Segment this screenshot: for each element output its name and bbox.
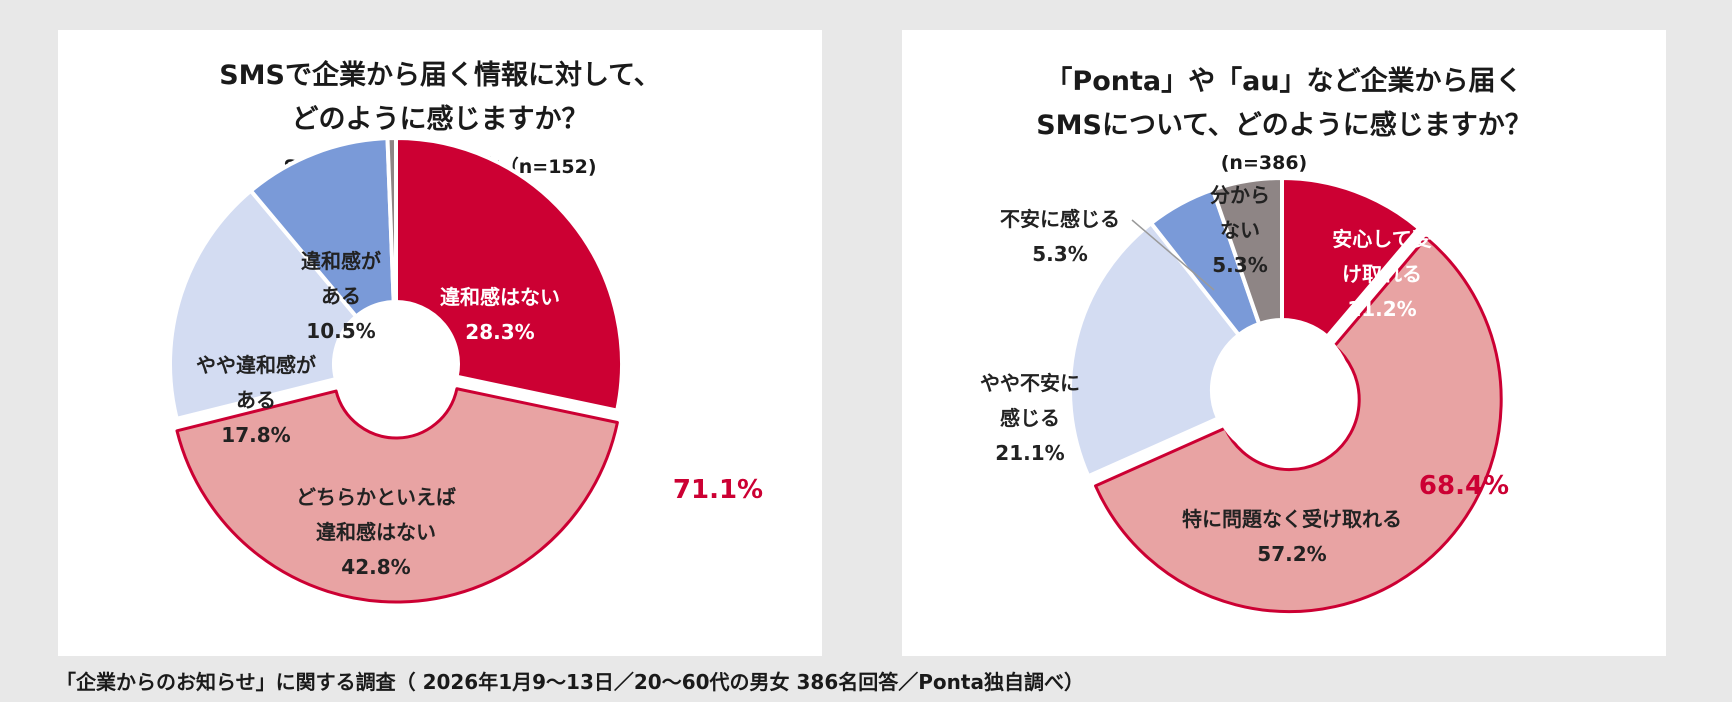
chart-title-left-line-2: どのように感じますか？ xyxy=(291,104,589,135)
donut-chart-left: 違和感はない 28.3% どちらかといえば違和感はない 42.8% やや違和感がある 17… xyxy=(168,136,763,604)
chart-title-left-line-1: SMSで企業から届く情報に対して、 xyxy=(219,60,661,91)
chart-panel-left: SMSで企業から届く情報に対して、 どのように感じますか？ SMSを受け取ってい… xyxy=(58,30,822,656)
donut-left-slice-1-label: 違和感はない 28.3% xyxy=(440,285,560,344)
donut-right-slice-5-label: 分からない 5.3% xyxy=(1210,183,1270,277)
donut-right-slice-1-label: 安心して受け取れる 11.2% xyxy=(1332,227,1431,321)
donut-left-slice-3-label: やや違和感がある 17.8% xyxy=(196,353,316,447)
donut-right-leader-line xyxy=(1131,219,1215,291)
survey-footnote: 「企業からのお知らせ」に関する調査（ 2026年1月9〜13日／20〜60代の男… xyxy=(56,670,1084,694)
chart-title-right-line-1: 「Ponta」や「au」など企業から届く xyxy=(1045,66,1523,97)
donut-left-slice-2 xyxy=(175,387,619,604)
donut-left-highlight-total: 71.1% xyxy=(673,475,763,505)
donut-right-highlight-total: 68.4% xyxy=(1419,471,1509,501)
donut-right-slice-4-label: 不安に感じる 5.3% xyxy=(1000,207,1120,266)
donut-chart-right: 安心して受け取れる 11.2% 特に問題なく受け取れる 57.2% やや不安に感じる 21… xyxy=(980,176,1509,614)
donut-right-slice-2 xyxy=(1094,236,1503,614)
chart-title-right: 「Ponta」や「au」など企業から届く SMSについて、どのように感じますか？ xyxy=(902,60,1666,148)
chart-title-left: SMSで企業から届く情報に対して、 どのように感じますか？ xyxy=(58,54,822,142)
donut-left-slice-4-label: 違和感がある 10.5% xyxy=(301,249,381,343)
chart-subtitle-right: (n=386) xyxy=(1220,152,1308,174)
donut-left-hole xyxy=(334,302,458,426)
chart-panel-right: 「Ponta」や「au」など企業から届く SMSについて、どのように感じますか？… xyxy=(902,30,1666,656)
donut-left-slice-2-label: どちらかといえば違和感はない 42.8% xyxy=(296,485,456,579)
chart-title-right-line-2: SMSについて、どのように感じますか？ xyxy=(1036,110,1532,141)
donut-right-slice-2-label: 特に問題なく受け取れる 57.2% xyxy=(1182,507,1402,566)
donut-right-hole xyxy=(1212,320,1352,460)
donut-right-slice-3-label: やや不安に感じる 21.1% xyxy=(980,371,1080,465)
